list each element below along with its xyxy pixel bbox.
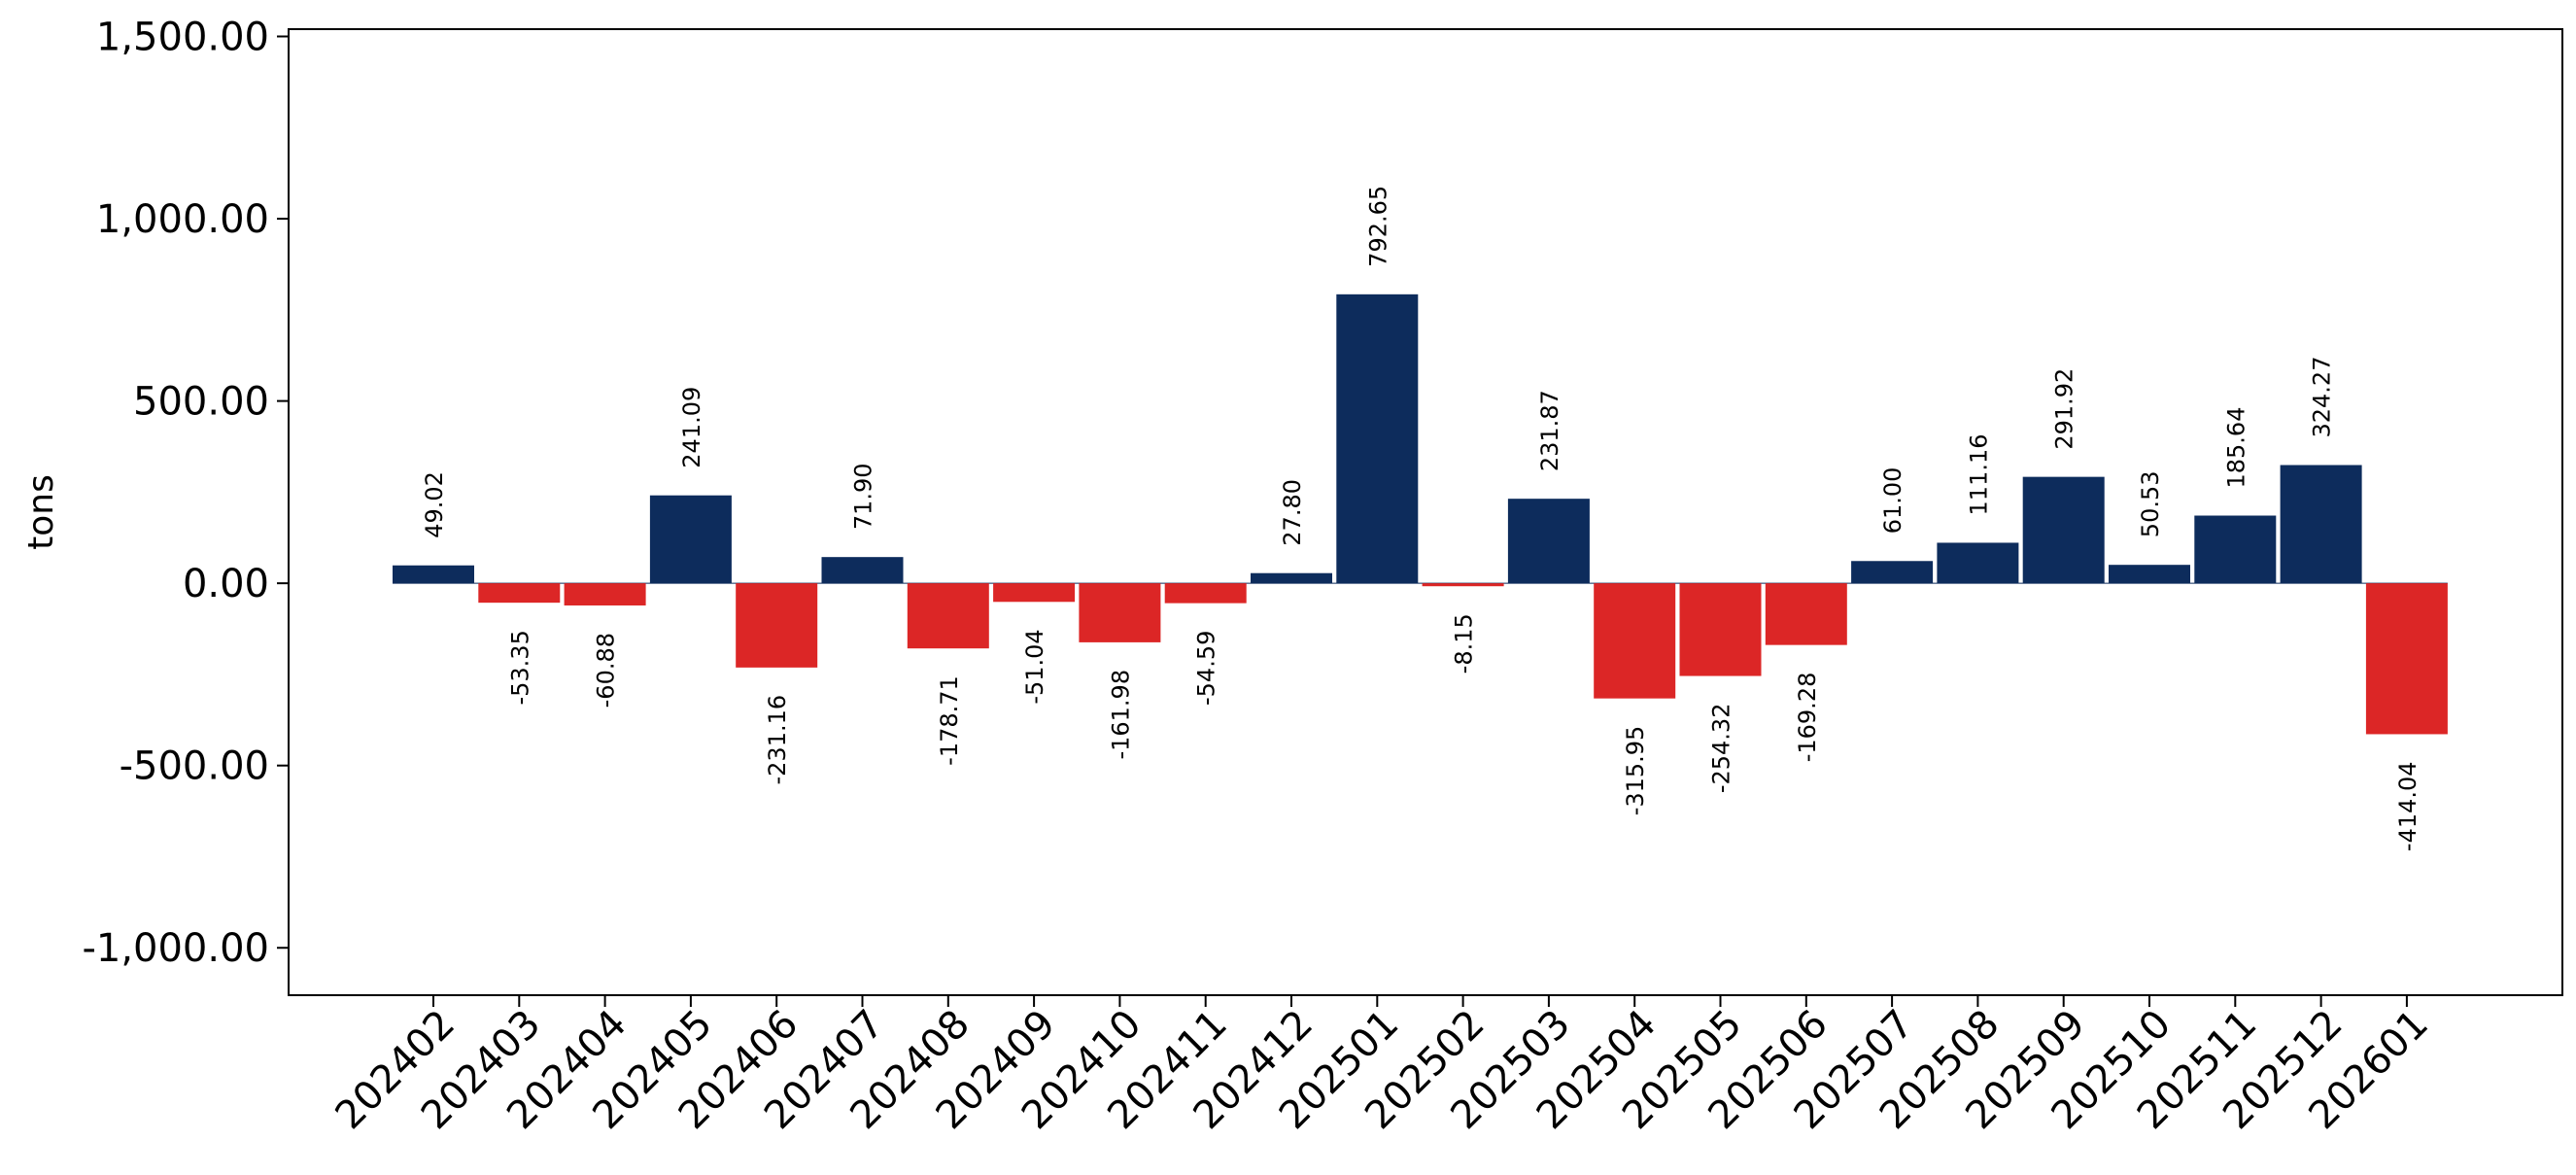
bar-value-label: 71.90 <box>850 463 877 530</box>
y-axis-label: tons <box>21 474 61 550</box>
bar <box>1851 561 1934 584</box>
bar-value-label: 61.00 <box>1879 467 1906 535</box>
bar <box>1765 583 1847 645</box>
y-tick-label: 500.00 <box>133 380 269 425</box>
bar <box>993 583 1076 603</box>
bar-value-label: -315.95 <box>1622 726 1649 816</box>
bar <box>1079 583 1161 642</box>
bar <box>1422 583 1504 587</box>
bar-value-label: 50.53 <box>2137 470 2164 537</box>
bar <box>1164 583 1247 604</box>
bar <box>1679 583 1762 676</box>
bar-value-label: -161.98 <box>1107 670 1134 760</box>
bar-value-label: 231.87 <box>1536 390 1563 471</box>
bar-value-label: 27.80 <box>1279 479 1306 546</box>
plot-area-frame <box>288 28 2563 996</box>
bars-group <box>393 294 2448 735</box>
bar-value-label: -414.04 <box>2394 761 2421 851</box>
bar-value-labels: 49.02 -53.35 -60.88 241.09 -231.16 71.90 -178.… <box>421 186 2421 851</box>
bar <box>2022 476 2105 584</box>
bar-value-label: -51.04 <box>1021 629 1048 704</box>
y-tick-label: 1,500.00 <box>96 16 269 60</box>
bar-value-label: -254.32 <box>1708 704 1735 794</box>
bar <box>821 557 904 584</box>
bar-value-label: 291.92 <box>2051 368 2078 450</box>
bar-value-label: 49.02 <box>421 471 448 538</box>
bar-value-label: 111.16 <box>1965 433 1992 515</box>
bar <box>478 583 561 604</box>
bar <box>1251 572 1332 584</box>
bar <box>1336 294 1419 584</box>
bar-value-label: -60.88 <box>593 633 620 708</box>
bar-value-label: 792.65 <box>1364 186 1391 267</box>
bar-value-label: -54.59 <box>1193 631 1220 706</box>
bar <box>907 583 989 649</box>
bar-value-label: -8.15 <box>1451 613 1478 674</box>
bar-value-label: -178.71 <box>936 675 963 766</box>
bar <box>2194 515 2277 584</box>
y-tick-label: 1,000.00 <box>96 197 269 242</box>
bar-value-label: 185.64 <box>2222 407 2250 489</box>
bar <box>393 565 474 584</box>
y-axis-ticks: -1,000.00 -500.00 0.00 500.00 1,000.00 1,500.… <box>82 16 289 971</box>
bar-value-label: -231.16 <box>764 695 791 785</box>
bar <box>2365 583 2448 735</box>
bar-value-label: -169.28 <box>1794 673 1821 763</box>
bar <box>649 495 732 584</box>
bar <box>1594 583 1676 699</box>
bar <box>2280 465 2362 584</box>
bar-value-label: 324.27 <box>2309 357 2336 438</box>
y-tick-label: 0.00 <box>183 562 269 606</box>
bar <box>2109 565 2190 584</box>
bar <box>736 583 818 668</box>
y-tick-label: -500.00 <box>120 744 269 789</box>
bar <box>564 583 646 605</box>
y-tick-label: -1,000.00 <box>82 926 269 971</box>
bar-value-label: 241.09 <box>678 387 705 468</box>
bar <box>1507 499 1590 584</box>
bar <box>1937 542 2019 584</box>
bar-value-label: -53.35 <box>506 630 533 705</box>
